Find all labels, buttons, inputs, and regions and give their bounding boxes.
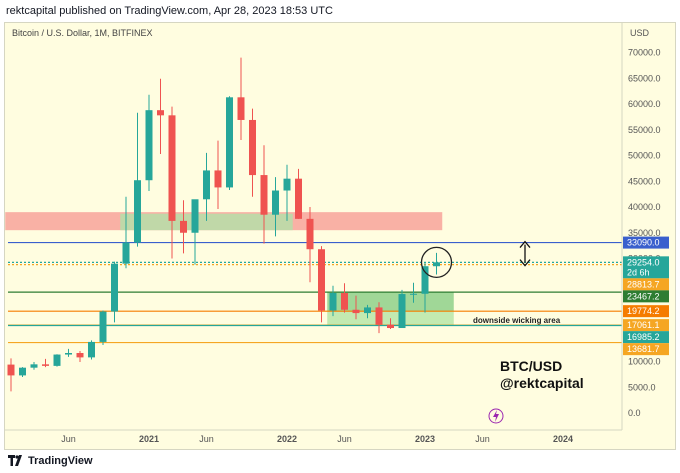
level-badge-label: 28813.7 bbox=[627, 279, 660, 289]
chart-frame bbox=[4, 22, 676, 450]
zones-layer bbox=[5, 212, 454, 326]
y-tick-label: 5000.0 bbox=[628, 382, 656, 392]
y-tick-label: 70000.0 bbox=[628, 48, 661, 58]
x-tick-label: 2021 bbox=[139, 434, 159, 444]
candle-body-13 bbox=[157, 110, 164, 116]
x-tick-label: Jun bbox=[475, 434, 490, 444]
y-tick-label: 45000.0 bbox=[628, 176, 661, 186]
candle-body-29 bbox=[341, 293, 348, 310]
candle-body-10 bbox=[122, 242, 130, 264]
level-badge-label: 17061.1 bbox=[627, 320, 660, 330]
time-axis: Jun 2021 Jun 2022 Jun 2023 Jun 2024 bbox=[5, 429, 622, 444]
candle-body-17 bbox=[203, 170, 210, 200]
candle-body-23 bbox=[272, 190, 279, 215]
green-range-zone bbox=[120, 213, 293, 231]
candle-body-34 bbox=[398, 294, 406, 329]
candle-body-15 bbox=[180, 220, 187, 233]
level-badge-2 bbox=[623, 278, 669, 291]
overlay-layer: Bitcoin / U.S. Dollar, 1M, BITFINEX downs… bbox=[12, 28, 584, 424]
level-badge-label: 29254.0 bbox=[627, 257, 660, 267]
level-badge-sublabel: 2d 6h bbox=[627, 267, 650, 277]
level-badge-label: 33090.0 bbox=[627, 238, 660, 248]
x-tick-label: Jun bbox=[61, 434, 76, 444]
wick-annotation: downside wicking area bbox=[473, 316, 561, 325]
green-support-zone-upper bbox=[327, 292, 454, 312]
y-tick-label: 65000.0 bbox=[628, 73, 661, 83]
candle-body-8 bbox=[99, 311, 107, 342]
highlight-circle bbox=[420, 246, 453, 278]
candle-body-4 bbox=[53, 354, 61, 366]
level-badge-0 bbox=[623, 236, 669, 249]
candle-body-20 bbox=[237, 97, 245, 120]
candle-body-1 bbox=[19, 367, 26, 376]
candle-body-33 bbox=[387, 324, 394, 329]
y-tick-label: 10000.0 bbox=[628, 357, 661, 367]
x-tick-label: 2023 bbox=[415, 434, 435, 444]
level-badge-label: 16985.2 bbox=[627, 332, 660, 342]
candles-layer bbox=[7, 57, 440, 392]
candle-body-26 bbox=[306, 218, 314, 250]
y-tick-label: 60000.0 bbox=[628, 99, 661, 109]
candle-body-3 bbox=[42, 364, 49, 366]
publish-info: rektcapital published on TradingView.com… bbox=[6, 5, 333, 17]
candle-body-6 bbox=[76, 353, 84, 358]
candle-body-32 bbox=[375, 307, 383, 325]
candle-body-30 bbox=[352, 309, 360, 314]
candle-body-16 bbox=[191, 199, 199, 233]
level-badge-5 bbox=[623, 319, 669, 332]
tradingview-brand: TradingView bbox=[28, 455, 93, 467]
level-badge-label: 19774.2 bbox=[627, 306, 660, 316]
candle-body-27 bbox=[318, 249, 325, 311]
lightning-icon bbox=[493, 410, 499, 422]
candle-body-36 bbox=[421, 266, 429, 294]
price-axis: USD0.05000.010000.015000.020000.025000.0… bbox=[621, 23, 669, 430]
candle-body-21 bbox=[249, 119, 256, 176]
candle-body-35 bbox=[410, 293, 417, 295]
candle-body-9 bbox=[111, 263, 118, 312]
watermark-pair: BTC/USD bbox=[500, 358, 562, 374]
level-badge-6 bbox=[623, 331, 669, 344]
footer bbox=[0, 452, 680, 473]
candle-body-18 bbox=[214, 170, 222, 188]
candle-body-31 bbox=[364, 307, 371, 314]
level-badge-7 bbox=[623, 343, 669, 356]
y-tick-label: 40000.0 bbox=[628, 202, 661, 212]
level-badge-3 bbox=[623, 290, 669, 303]
candle-body-7 bbox=[88, 341, 95, 358]
level-badge-label: 23467.2 bbox=[627, 291, 660, 301]
candle-body-5 bbox=[65, 353, 72, 355]
x-tick-label: 2022 bbox=[277, 434, 297, 444]
candle-body-2 bbox=[30, 364, 38, 368]
level-badge-4 bbox=[623, 305, 669, 318]
y-tick-label: 35000.0 bbox=[628, 228, 661, 238]
chart-title: Bitcoin / U.S. Dollar, 1M, BITFINEX bbox=[12, 28, 153, 38]
candle-body-22 bbox=[260, 175, 268, 215]
levels-layer bbox=[8, 241, 622, 344]
range-arrow-head-up bbox=[519, 240, 531, 249]
watermark-handle: @rektcapital bbox=[500, 375, 584, 391]
candle-body-0 bbox=[7, 364, 15, 376]
publish-header: rektcapital published on TradingView.com… bbox=[0, 0, 680, 22]
level-badge-1 bbox=[623, 256, 669, 279]
candle-body-37 bbox=[433, 262, 440, 267]
candle-body-28 bbox=[329, 293, 337, 311]
range-arrow-head-down bbox=[519, 259, 531, 267]
candle-body-14 bbox=[168, 115, 176, 221]
currency-label: USD bbox=[630, 28, 650, 38]
y-tick-label: 50000.0 bbox=[628, 151, 661, 161]
candle-body-19 bbox=[226, 97, 233, 188]
candle-body-25 bbox=[295, 178, 302, 219]
x-tick-label: Jun bbox=[199, 434, 214, 444]
tradingview-logo-icon bbox=[8, 455, 22, 466]
event-marker-icon bbox=[488, 408, 504, 424]
y-tick-label: 55000.0 bbox=[628, 125, 661, 135]
x-tick-label: 2024 bbox=[553, 434, 573, 444]
candle-body-12 bbox=[145, 110, 153, 181]
x-tick-label: Jun bbox=[337, 434, 352, 444]
level-badge-label: 13681.7 bbox=[627, 344, 660, 354]
candle-body-11 bbox=[134, 180, 141, 243]
candle-body-24 bbox=[283, 178, 291, 191]
y-tick-label: 0.0 bbox=[628, 408, 641, 418]
